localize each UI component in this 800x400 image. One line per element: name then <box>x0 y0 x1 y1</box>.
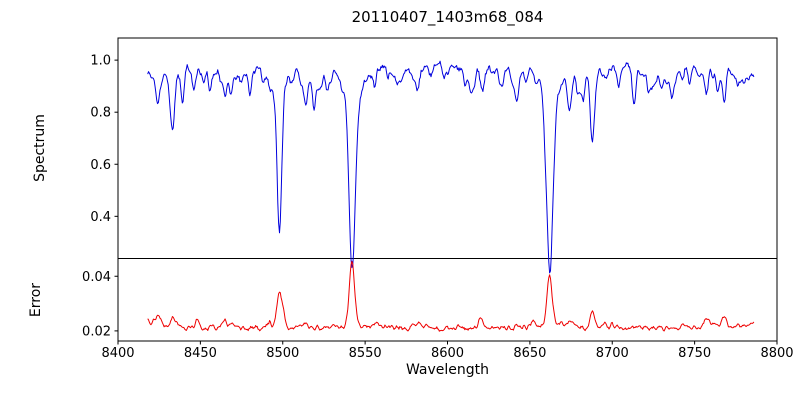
x-tick-label: 8750 <box>678 346 711 361</box>
x-tick-label: 8400 <box>101 346 134 361</box>
error-y-tick-label: 0.02 <box>82 324 111 339</box>
spectrum-y-tick-label: 0.6 <box>90 158 111 173</box>
spectrum-y-tick-label: 1.0 <box>90 54 111 69</box>
x-tick-label: 8450 <box>184 346 217 361</box>
x-tick-label: 8650 <box>513 346 546 361</box>
spectrum-line <box>147 60 755 274</box>
x-tick-label: 8800 <box>760 346 793 361</box>
error-y-tick-label: 0.04 <box>82 270 111 285</box>
x-axis-label: Wavelength <box>405 362 490 378</box>
x-tick-label: 8700 <box>596 346 629 361</box>
spectrum-panel-frame <box>117 37 778 259</box>
x-tick-label: 8550 <box>349 346 382 361</box>
x-tick-label: 8600 <box>431 346 464 361</box>
x-tick-label: 8500 <box>266 346 299 361</box>
error-line <box>147 260 755 332</box>
spectrum-y-tick-label: 0.4 <box>90 210 111 225</box>
chart-title: 20110407_1403m68_084 <box>351 8 544 26</box>
spectrum-y-tick-label: 0.8 <box>90 106 111 121</box>
